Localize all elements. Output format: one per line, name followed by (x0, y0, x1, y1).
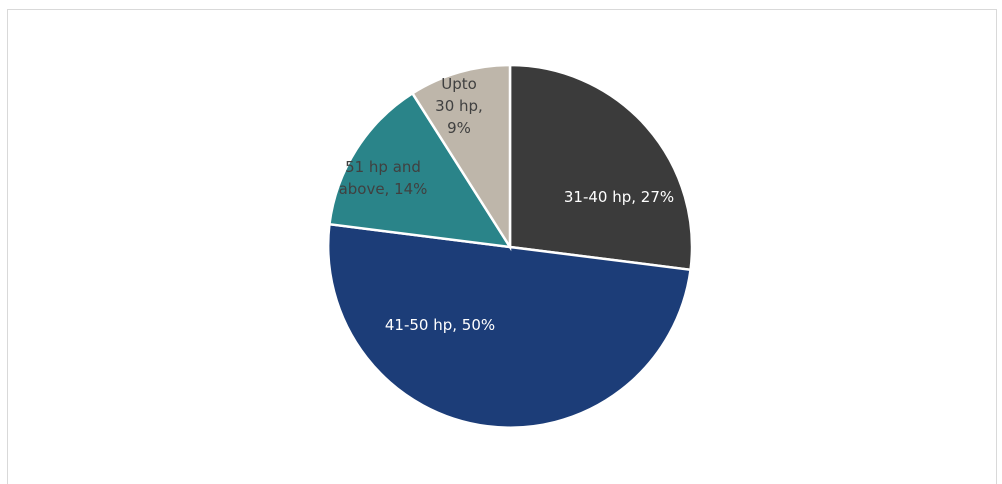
data-label-line: 30 hp, (435, 97, 483, 115)
data-label-line: 9% (447, 119, 471, 137)
data-label-51-hp-and-above: 51 hp and above, 14% (339, 158, 428, 198)
pie-slice-41-50-hp (326, 222, 692, 429)
data-label-31-40-hp: 31-40 hp, 27% (564, 188, 674, 206)
data-labels: 31-40 hp, 27% 41-50 hp, 50% 51 hp and above… (339, 75, 675, 334)
data-label-line: Upto (441, 75, 477, 93)
data-label-line: 41-50 hp, 50% (385, 316, 495, 334)
data-label-line: 31-40 hp, 27% (564, 188, 674, 206)
pie-slices (326, 63, 694, 429)
data-label-line: 51 hp and (345, 158, 421, 176)
pie-slice-upto-30-hp (410, 63, 512, 252)
data-label-line: above, 14% (339, 180, 428, 198)
pie-slice-51-hp-and-above (328, 91, 513, 249)
data-label-upto-30-hp: Upto 30 hp, 9% (435, 75, 483, 137)
data-label-41-50-hp: 41-50 hp, 50% (385, 316, 495, 334)
pie-slice-31-40-hp (508, 63, 694, 272)
